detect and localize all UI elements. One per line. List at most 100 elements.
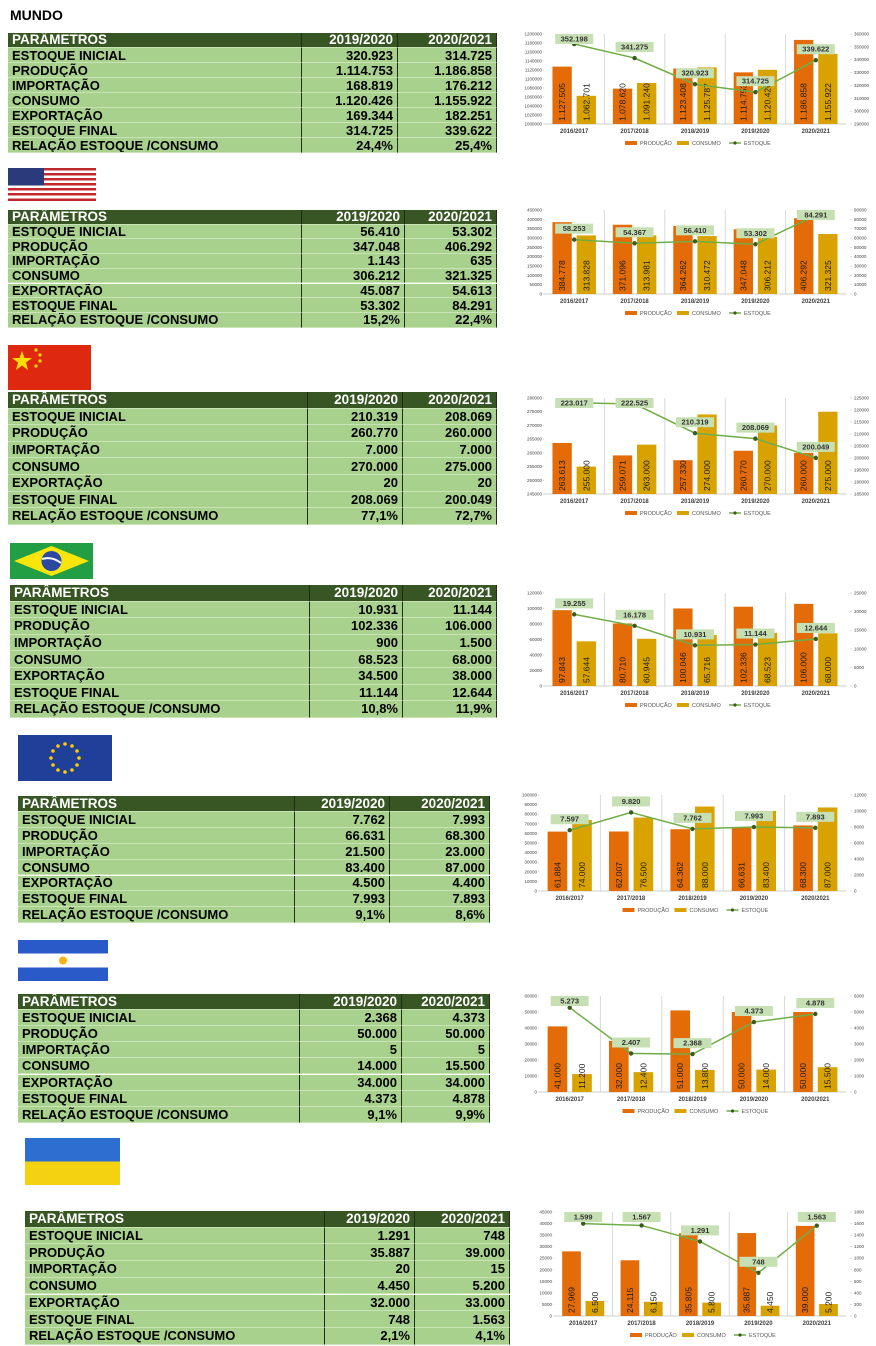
- y-tick-label: 150000: [527, 264, 543, 269]
- table-cell: 83.400: [295, 859, 390, 876]
- table-cell: 1.291: [325, 1227, 415, 1245]
- bar-value-label: 66.631: [737, 862, 747, 888]
- line-value-label: 7.893: [806, 812, 825, 821]
- line-value-label: 56.410: [684, 226, 707, 235]
- table-cell: ESTOQUE FINAL: [25, 1311, 325, 1328]
- y2-tick-label: 360000: [854, 32, 870, 37]
- y-tick-label: 400000: [527, 217, 543, 222]
- value-label-box: [796, 997, 835, 1008]
- x-tick-label: 2020/2021: [802, 691, 831, 697]
- bar-value-label: 27.969: [567, 1287, 577, 1313]
- bar-value-label: 6.500: [590, 1291, 600, 1313]
- table-cell: 1.120.426: [302, 93, 398, 108]
- line-marker: [692, 431, 698, 436]
- table-cell: 9,1%: [295, 907, 390, 924]
- table-cell: 314.725: [302, 123, 398, 138]
- value-label-box: [796, 811, 835, 822]
- table-cell: 87.000: [390, 859, 490, 876]
- value-label-box: [676, 68, 714, 79]
- y-tick-label: 30000: [524, 1042, 537, 1047]
- bar: [694, 1069, 715, 1092]
- chart: 0 10000 20000 30000 40000 50000 60000 0 1000 2000…: [524, 994, 864, 1116]
- y2-tick-label: 215000: [854, 420, 870, 425]
- table-cell: 260.000: [403, 425, 497, 442]
- bar: [794, 452, 814, 494]
- x-tick-label: 2018/2019: [681, 129, 710, 135]
- y2-tick-label: 210000: [854, 432, 870, 437]
- bar: [562, 1251, 581, 1316]
- y-tick-label: 250000: [527, 478, 543, 483]
- table-cell: 7.993: [390, 811, 490, 828]
- bar: [818, 633, 838, 686]
- table-cell: 15: [415, 1261, 510, 1278]
- value-label-box: [550, 996, 589, 1006]
- y2-tick-label: 600: [854, 1279, 862, 1284]
- line-marker: [813, 636, 818, 642]
- y2-tick-label: 1600: [854, 1221, 865, 1226]
- value-label-box: [736, 422, 775, 433]
- y2-tick-label: 800: [854, 1267, 862, 1272]
- bar: [612, 88, 633, 124]
- value-label-box: [673, 1038, 712, 1049]
- table-cell: IMPORTAÇÃO: [8, 254, 302, 269]
- bar: [697, 67, 717, 124]
- x-tick-label: 2016/2017: [560, 691, 589, 697]
- bar-value-label: 1.123.408: [678, 83, 688, 121]
- x-tick-label: 2018/2019: [686, 1321, 715, 1327]
- bar: [731, 1012, 752, 1092]
- y-tick-label: 45000: [539, 1210, 552, 1215]
- y2-tick-label: 70000: [854, 226, 867, 231]
- bar: [552, 610, 572, 686]
- table-cell: 748: [325, 1311, 415, 1328]
- bar-value-label: 60.945: [642, 657, 652, 683]
- y-tick-label: 30000: [524, 860, 537, 865]
- table-cell: 24,4%: [302, 138, 398, 153]
- table-cell: 4.373: [402, 1010, 490, 1027]
- legend-swatch-marker: [730, 908, 735, 912]
- bar-value-label: 39.000: [800, 1287, 810, 1313]
- y-tick-label: 50000: [524, 841, 537, 846]
- bar-value-label: 1.186.858: [799, 83, 809, 121]
- y-tick-label: 15000: [539, 1279, 552, 1284]
- table-cell: 2,1%: [325, 1327, 415, 1345]
- bar-value-label: 100.046: [678, 652, 688, 683]
- table-cell: 20: [403, 475, 497, 492]
- y-tick-label: 60000: [524, 994, 537, 999]
- line-marker: [567, 1005, 572, 1010]
- bar: [702, 1302, 722, 1316]
- bar: [817, 1067, 838, 1092]
- table-cell: 4.373: [300, 1090, 402, 1107]
- x-tick-label: 2020/2021: [801, 896, 830, 902]
- legend-label: PRODUÇÃO: [638, 907, 671, 914]
- y-tick-label: 1180000: [525, 41, 543, 46]
- bar-value-label: 310.472: [702, 260, 712, 291]
- y-tick-label: 1060000: [524, 95, 542, 100]
- legend-swatch: [677, 141, 689, 145]
- bar: [697, 635, 717, 686]
- table-cell: ESTOQUE INICIAL: [10, 601, 310, 619]
- legend-label: CONSUMO: [692, 703, 721, 709]
- bar-value-label: 88.000: [700, 862, 710, 888]
- line-marker: [632, 623, 637, 629]
- y2-tick-label: 5000: [854, 665, 865, 670]
- y-tick-label: 1100000: [525, 77, 543, 82]
- line-value-label: 222.525: [621, 399, 648, 408]
- table-cell: 176.212: [398, 78, 497, 93]
- bar-value-label: 32.000: [614, 1063, 624, 1089]
- bar-value-label: 97.843: [557, 657, 567, 683]
- legend-label: ESTOQUE: [744, 311, 771, 317]
- legend-label: ESTOQUE: [742, 908, 769, 914]
- table-cell: IMPORTAÇÃO: [18, 1042, 300, 1059]
- y2-tick-label: 195000: [854, 468, 870, 473]
- bar: [612, 623, 633, 686]
- table-cell: 4.450: [325, 1277, 415, 1295]
- bar: [794, 218, 814, 294]
- bar-value-label: 61.884: [552, 862, 562, 888]
- x-tick-label: 2020/2021: [802, 499, 831, 505]
- bar: [733, 450, 753, 494]
- legend-swatch-marker: [738, 1333, 742, 1337]
- x-tick-label: 2017/2018: [620, 499, 649, 505]
- table-cell: 72,7%: [403, 508, 497, 525]
- bar: [795, 1225, 815, 1316]
- table-cell: ESTOQUE INICIAL: [18, 811, 295, 828]
